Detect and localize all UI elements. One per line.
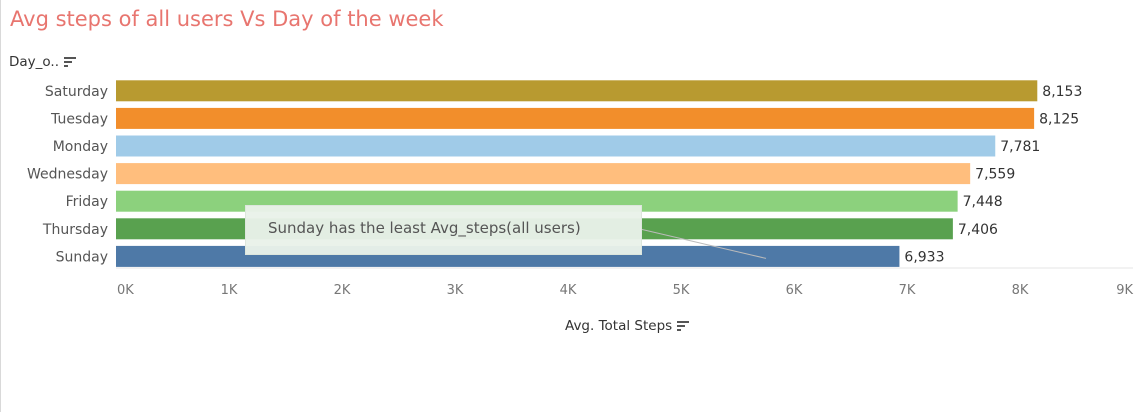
x-tick-label: 7K: [899, 283, 916, 298]
chart-title: Avg steps of all users Vs Day of the wee…: [10, 7, 444, 31]
category-label: Tuesday: [50, 111, 108, 127]
bar[interactable]: [116, 80, 1038, 102]
x-tick-label: 0K: [117, 283, 134, 298]
category-label: Monday: [53, 139, 108, 155]
x-tick-label: 4K: [560, 283, 577, 298]
value-label: 8,125: [1039, 111, 1079, 127]
x-tick-label: 6K: [786, 283, 803, 298]
value-label: 6,933: [904, 249, 944, 265]
category-label: Saturday: [45, 84, 108, 100]
value-label: 7,406: [958, 222, 998, 238]
category-label: Sunday: [56, 249, 108, 265]
category-label: Thursday: [42, 222, 108, 238]
annotation-pointer: [639, 228, 767, 259]
category-label: Wednesday: [27, 167, 108, 183]
annotation-text: Sunday has the least Avg_steps(all users…: [268, 219, 581, 237]
value-label: 8,153: [1042, 84, 1082, 100]
x-tick-label: 2K: [334, 283, 351, 298]
dimension-header[interactable]: Day_o..: [9, 54, 77, 70]
x-tick-label: 3K: [447, 283, 464, 298]
sort-icon[interactable]: [64, 56, 77, 68]
value-label: 7,448: [963, 194, 1003, 210]
x-axis-title-label: Avg. Total Steps: [565, 318, 673, 334]
x-tick-label: 5K: [673, 283, 690, 298]
frame-border: [0, 0, 1, 412]
category-label: Friday: [66, 194, 108, 210]
dimension-header-label: Day_o..: [9, 54, 60, 70]
bar[interactable]: [116, 107, 1035, 129]
annotation-box[interactable]: [245, 205, 642, 255]
bar[interactable]: [116, 163, 971, 185]
sort-icon[interactable]: [677, 320, 690, 332]
value-label: 7,559: [975, 167, 1015, 183]
x-axis-title[interactable]: Avg. Total Steps: [565, 318, 690, 334]
value-label: 7,781: [1000, 139, 1040, 155]
x-tick-label: 1K: [221, 283, 238, 298]
x-tick-label: 8K: [1012, 283, 1029, 298]
bar[interactable]: [116, 135, 996, 157]
x-tick-label: 9K: [1116, 283, 1133, 298]
